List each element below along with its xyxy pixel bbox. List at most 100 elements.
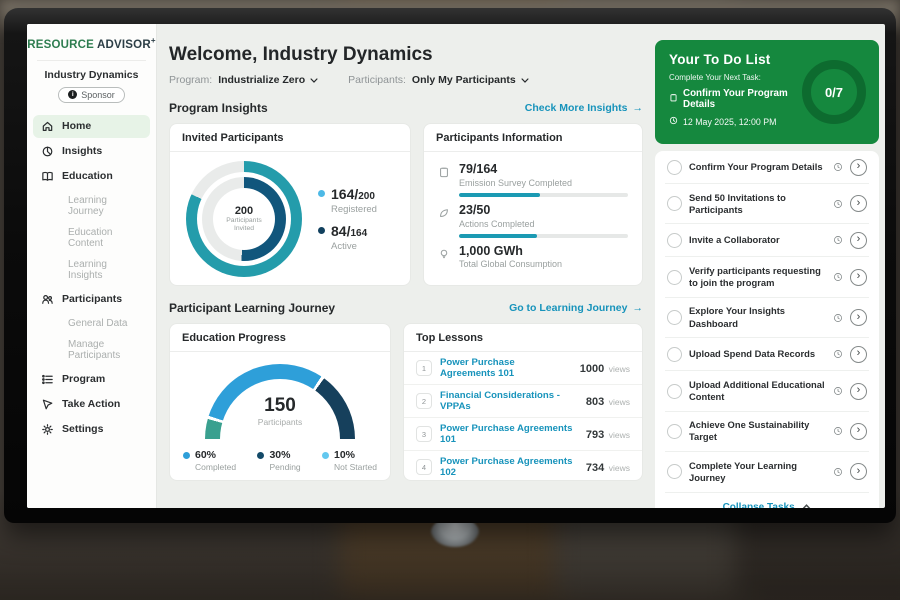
sponsor-badge: i Sponsor bbox=[58, 86, 125, 103]
logo-primary: RESOURCE bbox=[27, 38, 95, 51]
progress-fill bbox=[459, 192, 541, 197]
active-value: 84/ bbox=[331, 223, 351, 239]
todo-item-label: Verify participants requesting to join t… bbox=[689, 264, 821, 289]
sponsor-badge-label: Sponsor bbox=[81, 89, 115, 100]
participants-select-value: Only My Participants bbox=[411, 74, 516, 86]
sidebar-item-label: Take Action bbox=[62, 398, 121, 411]
sidebar-item-education[interactable]: Education bbox=[33, 165, 150, 188]
todo-item: Verify participants requesting to join t… bbox=[665, 257, 869, 298]
lesson-rank: 4 bbox=[416, 459, 432, 475]
clock-icon bbox=[669, 116, 678, 127]
todo-checkbox[interactable] bbox=[667, 232, 682, 248]
sidebar-subitem-label: Manage Participants bbox=[68, 338, 121, 361]
sidebar-item-label: Education bbox=[62, 170, 113, 183]
collapse-tasks-button[interactable]: Collapse Tasks bbox=[665, 493, 869, 508]
legend-dot bbox=[318, 190, 325, 197]
sidebar: RESOURCE ADVISOR+ Industry Dynamics i Sp… bbox=[27, 24, 157, 508]
sidebar-item-learning-journey[interactable]: Learning Journey bbox=[33, 190, 150, 222]
check-more-insights-link[interactable]: Check More Insights → bbox=[525, 102, 643, 114]
todo-checkbox[interactable] bbox=[667, 346, 682, 362]
todo-item-label: Complete Your Learning Journey bbox=[689, 459, 797, 483]
todo-checkbox[interactable] bbox=[667, 196, 682, 212]
participants-icon bbox=[41, 293, 54, 306]
lesson-link[interactable]: Power Purchase Agreements 101 bbox=[440, 423, 573, 445]
learning-journey-heading: Participant Learning Journey bbox=[169, 301, 336, 315]
active-label: Active bbox=[331, 241, 357, 252]
todo-checkbox[interactable] bbox=[667, 269, 682, 285]
views-count: 793 bbox=[585, 429, 605, 441]
donut-center-value: 200 bbox=[234, 204, 254, 217]
lesson-row: 3 Power Purchase Agreements 101 793 view… bbox=[404, 418, 642, 451]
sidebar-item-education-content[interactable]: Education Content bbox=[33, 222, 150, 254]
active-total: 164 bbox=[350, 228, 368, 239]
todo-title: Your To Do List bbox=[669, 52, 771, 67]
deadline-icon bbox=[833, 467, 843, 477]
program-select[interactable]: Industrialize Zero bbox=[212, 74, 318, 86]
sidebar-item-label: Insights bbox=[62, 145, 103, 158]
filter-bar: Program: Industrialize Zero Participants… bbox=[169, 74, 643, 86]
todo-checkbox[interactable] bbox=[667, 159, 682, 175]
lesson-row: 2 Financial Considerations - VPPAs 803 v… bbox=[404, 385, 642, 418]
invited-donut-chart: 200 Participants Invited bbox=[186, 161, 302, 277]
arrow-right-icon: → bbox=[632, 102, 644, 114]
chevron-right-button[interactable]: › bbox=[850, 309, 867, 327]
chevron-right-button[interactable]: › bbox=[850, 382, 867, 400]
chevron-right-button[interactable]: › bbox=[850, 158, 867, 176]
sidebar-item-home[interactable]: Home bbox=[33, 114, 150, 138]
lesson-link[interactable]: Financial Considerations - VPPAs bbox=[440, 390, 560, 412]
settings-icon bbox=[41, 423, 54, 436]
lesson-link[interactable]: Power Purchase Agreements 102 bbox=[440, 456, 573, 478]
legend-label: Pending bbox=[269, 461, 301, 472]
participants-information-card: Participants Information 79/164 Emission… bbox=[423, 123, 643, 286]
sidebar-item-general-data[interactable]: General Data bbox=[33, 313, 150, 334]
go-to-learning-journey-link[interactable]: Go to Learning Journey → bbox=[509, 302, 643, 314]
chevron-right-button[interactable]: › bbox=[850, 345, 867, 363]
legend-completed: 60% Completed bbox=[183, 449, 236, 472]
page-title: Welcome, Industry Dynamics bbox=[169, 44, 433, 65]
sidebar-item-manage-participants[interactable]: Manage Participants bbox=[33, 334, 150, 366]
survey-icon bbox=[438, 165, 450, 197]
registered-total: 200 bbox=[358, 191, 375, 202]
todo-item: Explore Your Insights Dashboard › bbox=[665, 298, 869, 339]
program-filter-label: Program: bbox=[169, 74, 213, 86]
participants-select[interactable]: Only My Participants bbox=[406, 74, 529, 86]
stat-label: Actions Completed bbox=[459, 218, 535, 229]
stat-emission-survey: 79/164 Emission Survey Completed bbox=[438, 162, 628, 197]
stat-value: 23/50 bbox=[459, 202, 491, 217]
chevron-right-button[interactable]: › bbox=[850, 463, 867, 481]
due-date: 12 May 2025, 12:00 PM bbox=[683, 116, 777, 127]
card-title: Invited Participants bbox=[170, 124, 410, 152]
deadline-icon bbox=[833, 426, 843, 436]
chevron-right-button[interactable]: › bbox=[850, 195, 867, 213]
todo-panel: Your To Do List Complete Your Next Task:… bbox=[653, 24, 885, 508]
sidebar-item-insights[interactable]: Insights bbox=[33, 140, 150, 163]
todo-checkbox[interactable] bbox=[667, 310, 682, 326]
deadline-icon bbox=[833, 272, 843, 282]
todo-checkbox[interactable] bbox=[667, 383, 682, 399]
views-label: views bbox=[608, 463, 630, 473]
lesson-link[interactable]: Power Purchase Agreements 101 bbox=[440, 357, 515, 379]
sidebar-subitem-label: Learning Insights bbox=[68, 258, 107, 281]
deadline-icon bbox=[833, 199, 843, 209]
progress-bar bbox=[459, 233, 628, 238]
program-insights-heading: Program Insights bbox=[169, 101, 268, 115]
todo-subtitle: Complete Your Next Task: bbox=[669, 73, 761, 82]
chevron-right-button[interactable]: › bbox=[850, 268, 867, 286]
sidebar-item-learning-insights[interactable]: Learning Insights bbox=[33, 254, 150, 286]
sidebar-item-take-action[interactable]: Take Action bbox=[33, 393, 150, 416]
gauge-center: 150 Participants bbox=[205, 396, 355, 427]
donut-legend: 164/200 Registered 84/164 Active bbox=[318, 178, 377, 260]
logo-secondary: ADVISOR bbox=[97, 38, 151, 51]
todo-checkbox[interactable] bbox=[667, 464, 682, 480]
sidebar-item-program[interactable]: Program bbox=[33, 368, 150, 391]
chevron-right-button[interactable]: › bbox=[850, 422, 867, 440]
home-icon bbox=[41, 120, 54, 133]
chevron-right-button[interactable]: › bbox=[850, 231, 867, 249]
chevron-down-icon bbox=[521, 74, 529, 86]
consumption-icon bbox=[438, 247, 450, 270]
donut-center-label: Participants bbox=[226, 216, 262, 224]
sidebar-item-participants[interactable]: Participants bbox=[33, 288, 150, 311]
todo-checkbox[interactable] bbox=[667, 423, 682, 439]
sidebar-item-settings[interactable]: Settings bbox=[33, 418, 150, 441]
progress-fill bbox=[459, 233, 537, 238]
